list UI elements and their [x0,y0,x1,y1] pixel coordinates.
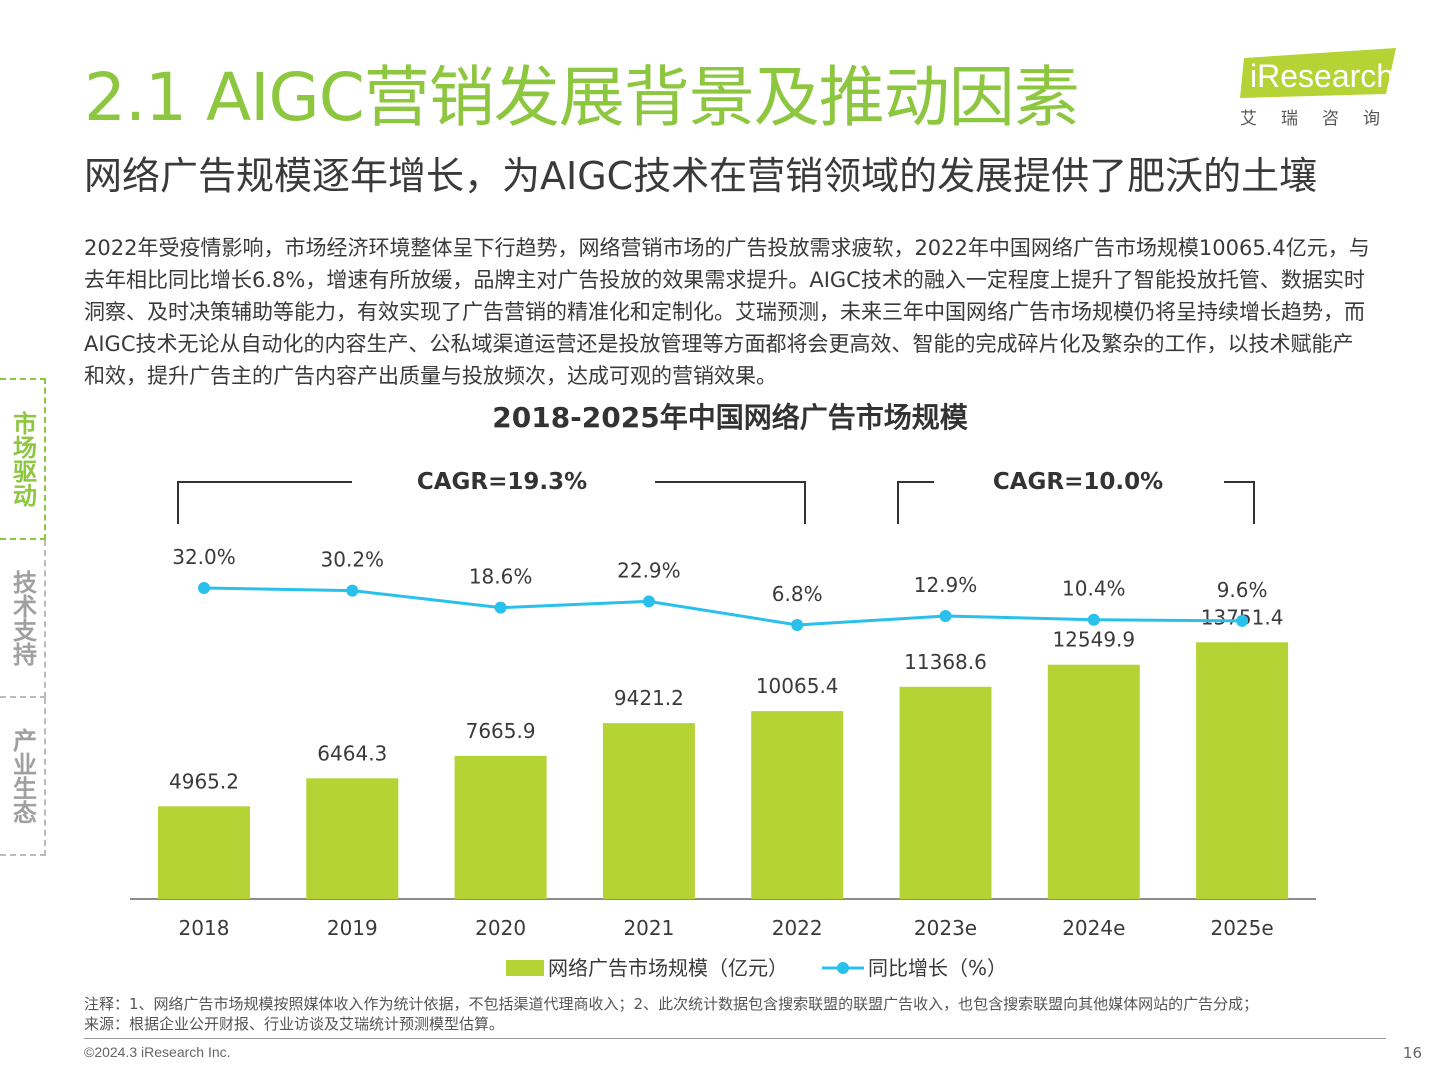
bar-2021 [602,723,695,899]
growth-line [203,586,1243,627]
growth-point-2021 [642,595,655,608]
x-tick-label: 2025e [1210,916,1273,940]
logo-subtitle: 艾瑞咨询 [1240,109,1404,129]
legend-bar-swatch [506,960,544,976]
bar-label: 12549.9 [1052,628,1135,652]
growth-label: 22.9% [617,558,681,582]
body-paragraph: 2022年受疫情影响，市场经济环境整体呈下行趋势，网络营销市场的广告投放需求疲软… [84,236,1370,388]
logo-word: iResearch [1250,58,1395,94]
side-tab-market-drive[interactable]: 市场驱动 [0,378,46,540]
x-tick-label: 2018 [179,916,230,940]
chart-title: 2018-2025年中国网络广告市场规模 [492,401,968,434]
legend-line-marker [837,962,849,974]
chart-canvas: 4965.2 2018 6464.3 2019 7665.9 2020 9421.2 2021… [130,469,1316,980]
iresearch-logo: iResearch 艾瑞咨询 [1236,48,1406,129]
page-title: 2.1 AIGC营销发展背景及推动因素 [84,59,1080,136]
bar-label: 11368.6 [904,650,987,674]
growth-label: 10.4% [1062,577,1126,601]
x-tick-label: 2024e [1062,916,1125,940]
legend-line-label: 同比增长（%） [868,956,1007,980]
cagr-bracket [177,481,806,524]
growth-point-2023e [939,610,952,623]
bar-label: 4965.2 [169,769,239,793]
bar-2025e [1196,642,1289,899]
footnote-source: 来源：根据企业公开财报、行业访谈及艾瑞统计预测模型估算。 [84,1015,505,1033]
bar-2018 [158,806,250,899]
bar-label: 9421.2 [614,686,684,710]
footnotes: 注释：1、网络广告市场规模按照媒体收入作为统计依据，不包括渠道代理商收入；2、此… [84,994,1384,1034]
cagr-bracket [897,481,1255,524]
bar-2020 [454,755,547,899]
bar-2019 [306,778,399,899]
bar-label: 7665.9 [466,719,536,743]
copyright: ©2024.3 iResearch Inc. [84,1044,231,1060]
bar-label: 6464.3 [317,741,387,765]
growth-point-2019 [346,584,359,597]
cagr-label: CAGR=10.0% [993,469,1163,495]
bar-2024e [1047,664,1140,899]
x-tick-label: 2021 [623,916,674,940]
bar-2022 [751,711,844,899]
side-tab-tech-support[interactable]: 技术支持 [0,540,46,698]
page-number: 16 [1402,1044,1422,1062]
footer-divider [84,1038,1386,1039]
growth-label: 32.0% [172,545,236,569]
bar-2023e [899,686,992,899]
growth-label: 9.6% [1217,578,1268,602]
growth-point-2020 [494,601,507,614]
growth-label: 30.2% [321,548,385,572]
growth-point-2024e [1087,613,1100,626]
page-subtitle: 网络广告规模逐年增长，为AIGC技术在营销领域的发展提供了肥沃的土壤 [84,154,1318,198]
cagr-label: CAGR=19.3% [417,469,587,495]
x-tick-label: 2019 [327,916,378,940]
x-tick-label: 2022 [772,916,823,940]
growth-label: 18.6% [469,565,533,589]
side-tab-group: 市场驱动 技术支持 产业生态 [0,378,46,856]
bar-label: 10065.4 [756,674,839,698]
logo-banner [1240,48,1396,98]
x-tick-label: 2020 [475,916,526,940]
x-tick-label: 2023e [914,916,977,940]
footnote-note: 注释：1、网络广告市场规模按照媒体收入作为统计依据，不包括渠道代理商收入；2、此… [84,995,1259,1013]
growth-label: 6.8% [772,582,823,606]
growth-point-2018 [198,581,210,594]
legend-bar-label: 网络广告市场规模（亿元） [548,956,788,980]
growth-label: 12.9% [914,573,978,597]
growth-point-2022 [791,619,804,631]
side-tab-industry-ecology[interactable]: 产业生态 [0,698,46,856]
growth-point-2025e [1236,614,1249,627]
